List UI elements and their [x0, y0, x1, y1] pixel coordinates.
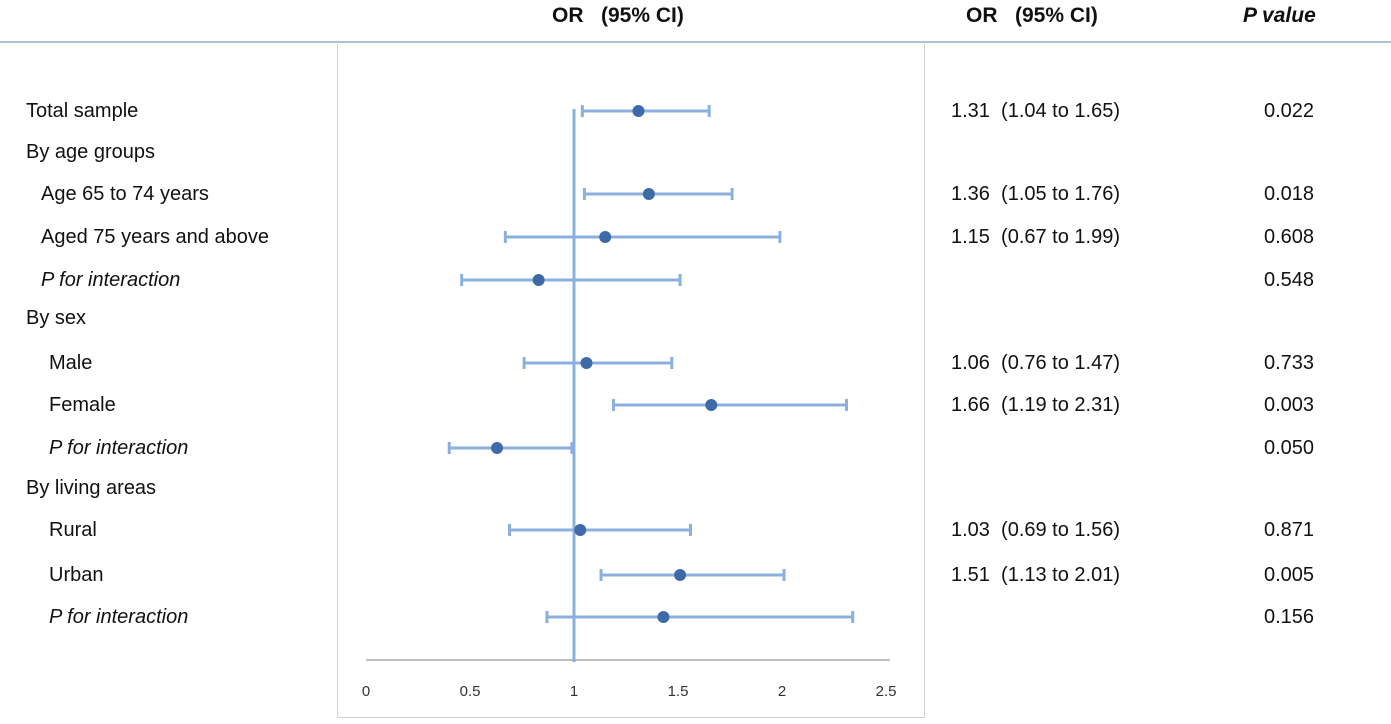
- row-label: P for interaction: [41, 269, 181, 291]
- row-label: Age 65 to 74 years: [41, 183, 209, 205]
- row-p-value: 0.871: [1264, 519, 1315, 541]
- header-p-value: P value: [1243, 4, 1316, 27]
- row-p-value: 0.156: [1264, 606, 1315, 628]
- or-point: [599, 231, 612, 243]
- row-or-ci: 1.66 (1.19 to 2.31): [951, 394, 1121, 416]
- row-label: P for interaction: [49, 437, 189, 459]
- x-tick-label: 0: [362, 683, 370, 700]
- x-tick-label: 1: [570, 683, 578, 700]
- row-p-value: 0.608: [1264, 226, 1315, 248]
- row-or-ci: 1.15 (0.67 to 1.99): [951, 226, 1121, 248]
- or-point: [657, 611, 670, 623]
- row-p-value: 0.005: [1264, 564, 1315, 586]
- row-label: By sex: [26, 307, 87, 329]
- x-tick-label: 1.5: [668, 683, 689, 700]
- row-p-value: 0.733: [1264, 352, 1315, 374]
- row-or-ci: 1.31 (1.04 to 1.65): [951, 100, 1121, 122]
- header-or-ci-plot: OR (95% CI): [552, 4, 684, 27]
- row-label: Female: [49, 394, 116, 416]
- row-label: Urban: [49, 564, 104, 586]
- or-point: [574, 524, 587, 536]
- row-label: Total sample: [26, 100, 139, 122]
- row-label: Rural: [49, 519, 97, 541]
- row-p-value: 0.022: [1264, 100, 1315, 122]
- row-label: By living areas: [26, 477, 157, 499]
- plot-frame: [337, 44, 925, 718]
- row-label: Aged 75 years and above: [41, 226, 269, 248]
- row-p-value: 0.548: [1264, 269, 1315, 291]
- row-label: Male: [49, 352, 93, 374]
- row-or-ci: 1.03 (0.69 to 1.56): [951, 519, 1121, 541]
- x-tick-label: 2.5: [876, 683, 897, 700]
- row-p-value: 0.050: [1264, 437, 1315, 459]
- or-point: [491, 442, 504, 454]
- row-p-value: 0.018: [1264, 183, 1315, 205]
- row-or-ci: 1.51 (1.13 to 2.01): [951, 564, 1121, 586]
- row-label: By age groups: [26, 141, 155, 163]
- row-label: P for interaction: [49, 606, 189, 628]
- or-point: [642, 188, 655, 200]
- or-point: [632, 105, 645, 117]
- row-p-value: 0.003: [1264, 394, 1315, 416]
- row-or-ci: 1.06 (0.76 to 1.47): [951, 352, 1121, 374]
- or-point: [532, 274, 545, 286]
- header-or-ci-text: OR (95% CI): [966, 4, 1098, 27]
- or-point: [674, 569, 687, 581]
- x-tick-label: 2: [778, 683, 786, 700]
- or-point: [705, 399, 718, 411]
- x-tick-label: 0.5: [460, 683, 481, 700]
- header-rule: [0, 41, 1391, 43]
- or-point: [580, 357, 593, 369]
- row-or-ci: 1.36 (1.05 to 1.76): [951, 183, 1121, 205]
